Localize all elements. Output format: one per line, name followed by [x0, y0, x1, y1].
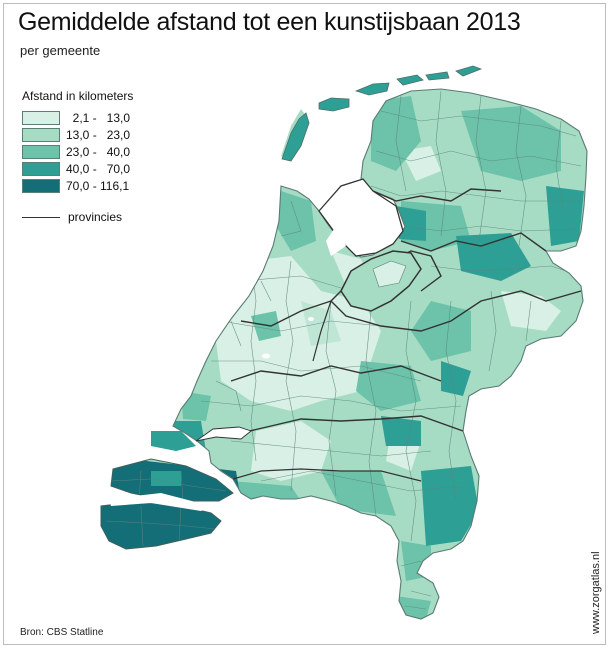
legend-range-2: 13,0 - 23,0 — [66, 127, 131, 142]
legend-swatch-1 — [22, 110, 60, 125]
legend-class-2: 13,0 - 23,0 — [22, 126, 172, 143]
legend-class-4: 40,0 - 70,0 — [22, 160, 172, 177]
legend-range-3: 23,0 - 40,0 — [66, 144, 131, 159]
website-credit: www.zorgatlas.nl — [590, 551, 602, 634]
legend-range-5: 70,0 - 116,1 — [66, 178, 130, 193]
legend-provinces: provincies — [22, 210, 172, 224]
province-line-swatch — [22, 216, 60, 218]
legend-provinces-label: provincies — [68, 210, 123, 224]
legend-class-5: 70,0 - 116,1 — [22, 177, 172, 194]
legend-swatch-4 — [22, 161, 60, 176]
map-title: Gemiddelde afstand tot een kunstijsbaan … — [18, 8, 521, 36]
legend-swatch-5 — [22, 178, 60, 193]
legend-title: Afstand in kilometers — [22, 89, 134, 103]
wadden-islands — [281, 65, 483, 162]
legend-class-1: 2,1 - 13,0 — [22, 109, 172, 126]
netherlands-map — [100, 65, 588, 620]
map-frame: Gemiddelde afstand tot een kunstijsbaan … — [3, 3, 606, 645]
legend-swatch-3 — [22, 144, 60, 159]
legend-range-4: 40,0 - 70,0 — [66, 161, 131, 176]
source-note: Bron: CBS Statline — [20, 627, 104, 638]
legend-class-3: 23,0 - 40,0 — [22, 143, 172, 160]
water-bodies — [109, 178, 404, 511]
map-legend: Afstand in kilometers 2,1 - 13,0 13,0 - … — [22, 89, 172, 224]
legend-range-1: 2,1 - 13,0 — [66, 110, 131, 125]
legend-swatch-2 — [22, 127, 60, 142]
province-boundaries — [100, 88, 588, 620]
map-subtitle: per gemeente — [20, 43, 101, 58]
inland-lakes — [262, 317, 314, 359]
